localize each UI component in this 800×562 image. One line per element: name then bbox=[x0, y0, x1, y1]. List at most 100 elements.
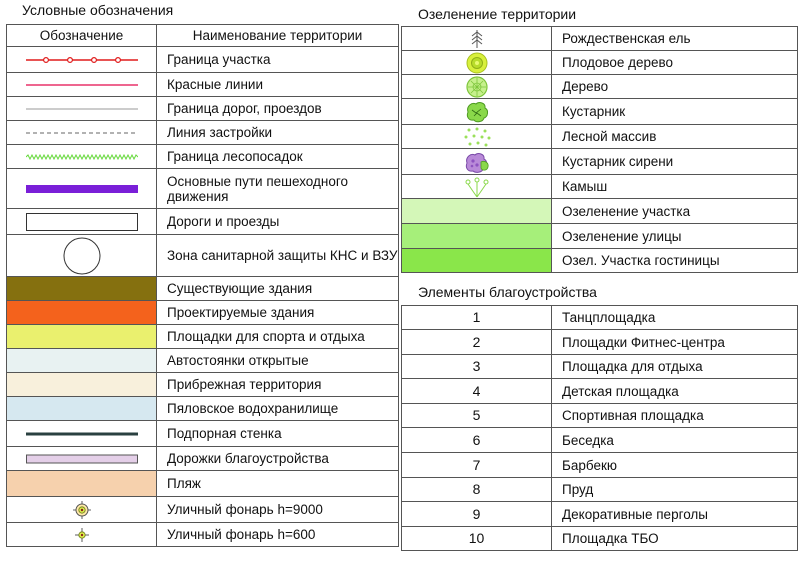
amenity-number: 4 bbox=[401, 378, 552, 404]
legend-row: Уличный фонарь h=600 bbox=[6, 522, 399, 547]
legend-header-name: Наименование территории bbox=[156, 24, 399, 47]
lilac-shrub-icon bbox=[401, 148, 552, 175]
hotel-greening-swatch bbox=[401, 248, 552, 273]
amenity-number: 2 bbox=[401, 329, 552, 355]
greening-row: Кустарник bbox=[401, 98, 798, 125]
amenity-row: 8 Пруд bbox=[401, 477, 798, 502]
dashed-line-icon bbox=[6, 120, 157, 145]
legend-row: Линия застройки bbox=[6, 120, 399, 145]
legend-label: Основные пути пешеходного движения bbox=[156, 168, 399, 209]
legend-row: Автостоянки открытые bbox=[6, 348, 399, 373]
forest-dots-icon bbox=[401, 124, 552, 149]
site-greening-swatch bbox=[401, 198, 552, 224]
amenity-row: 7 Барбекю bbox=[401, 452, 798, 478]
amenity-number: 9 bbox=[401, 501, 552, 527]
greening-label: Озеленение участка bbox=[551, 198, 798, 224]
legend-row: Прибрежная территория bbox=[6, 372, 399, 397]
legend-row: Граница дорог, проездов bbox=[6, 96, 399, 121]
amenity-row: 9 Декоративные перголы bbox=[401, 501, 798, 527]
legend-label: Зона санитарной защиты КНС и ВЗУ bbox=[156, 234, 399, 277]
legend-label: Красные линии bbox=[156, 72, 399, 97]
amenity-label: Танцплощадка bbox=[551, 305, 798, 330]
legend-label: Существующие здания bbox=[156, 276, 399, 301]
gray-thin-line-icon bbox=[6, 96, 157, 121]
legend-row: Дорожки благоустройства bbox=[6, 446, 399, 471]
legend-label: Уличный фонарь h=9000 bbox=[156, 496, 399, 523]
amenity-row: 3 Площадка для отдыха bbox=[401, 354, 798, 379]
amenity-row: 2 Площадки Фитнес-центра bbox=[401, 329, 798, 355]
legend-label: Пяловское водохранилище bbox=[156, 396, 399, 421]
legend-row: Уличный фонарь h=9000 bbox=[6, 496, 399, 523]
legend-label: Автостоянки открытые bbox=[156, 348, 399, 373]
greening-row: Дерево bbox=[401, 74, 798, 99]
beach-swatch bbox=[6, 470, 157, 497]
greening-label: Кустарник сирени bbox=[551, 148, 798, 175]
legend-row: Красные линии bbox=[6, 72, 399, 97]
legend-header-symbol: Обозначение bbox=[6, 24, 157, 47]
amenity-label: Площадка ТБО bbox=[551, 526, 798, 551]
legend-label: Дороги и проезды bbox=[156, 208, 399, 235]
amenity-number: 10 bbox=[401, 526, 552, 551]
circle-zone-icon bbox=[6, 234, 157, 277]
red-boundary-line-icon bbox=[6, 46, 157, 73]
legend-row: Зона санитарной защиты КНС и ВЗУ bbox=[6, 234, 399, 277]
amenity-label: Площадка для отдыха bbox=[551, 354, 798, 379]
street-lamp-large-icon bbox=[6, 496, 157, 523]
projected-buildings-swatch bbox=[6, 300, 157, 325]
legend-label: Пляж bbox=[156, 470, 399, 497]
amenity-row: 4 Детская площадка bbox=[401, 378, 798, 404]
amenity-row: 6 Беседка bbox=[401, 427, 798, 453]
greening-row: Озеленение участка bbox=[401, 198, 798, 224]
legend-label: Прибрежная территория bbox=[156, 372, 399, 397]
legend-row: Дороги и проезды bbox=[6, 208, 399, 235]
legend-label: Дорожки благоустройства bbox=[156, 446, 399, 471]
legend-row: Подпорная стенка bbox=[6, 420, 399, 447]
amenity-label: Детская площадка bbox=[551, 378, 798, 404]
greening-label: Озел. Участка гостиницы bbox=[551, 248, 798, 273]
legend-row: Пляж bbox=[6, 470, 399, 497]
legend-table: Обозначение Наименование территории Гран… bbox=[6, 24, 399, 547]
greening-row: Озел. Участка гостиницы bbox=[401, 248, 798, 273]
greening-label: Лесной массив bbox=[551, 124, 798, 149]
reed-icon bbox=[401, 174, 552, 199]
dark-wall-line-icon bbox=[6, 420, 157, 447]
legend-label: Линия застройки bbox=[156, 120, 399, 145]
greening-label: Дерево bbox=[551, 74, 798, 99]
amenity-label: Пруд bbox=[551, 477, 798, 502]
lilac-bar-icon bbox=[6, 446, 157, 471]
amenity-number: 1 bbox=[401, 305, 552, 330]
legend-label: Подпорная стенка bbox=[156, 420, 399, 447]
legend-label: Проектируемые здания bbox=[156, 300, 399, 325]
amenities-table: 1 Танцплощадка 2 Площадки Фитнес-центра … bbox=[401, 305, 798, 551]
amenity-row: 10 Площадка ТБО bbox=[401, 526, 798, 551]
fruit-tree-icon bbox=[401, 50, 552, 75]
legend-row: Существующие здания bbox=[6, 276, 399, 301]
legend-row: Граница лесопосадок bbox=[6, 144, 399, 169]
road-rect-icon bbox=[6, 208, 157, 235]
parking-swatch bbox=[6, 348, 157, 373]
legend-title: Условные обозначения bbox=[22, 2, 174, 18]
street-lamp-small-icon bbox=[6, 522, 157, 547]
amenity-number: 7 bbox=[401, 452, 552, 478]
legend-header-row: Обозначение Наименование территории bbox=[6, 24, 399, 47]
greening-label: Рождественская ель bbox=[551, 26, 798, 51]
legend-label: Граница участка bbox=[156, 46, 399, 73]
legend-label: Граница дорог, проездов bbox=[156, 96, 399, 121]
amenity-number: 6 bbox=[401, 427, 552, 453]
amenity-number: 3 bbox=[401, 354, 552, 379]
legend-row: Проектируемые здания bbox=[6, 300, 399, 325]
existing-buildings-swatch bbox=[6, 276, 157, 301]
greening-row: Рождественская ель bbox=[401, 26, 798, 51]
amenity-row: 5 Спортивная площадка bbox=[401, 403, 798, 428]
greening-row: Камыш bbox=[401, 174, 798, 199]
legend-label: Уличный фонарь h=600 bbox=[156, 522, 399, 547]
greening-row: Лесной массив bbox=[401, 124, 798, 149]
reservoir-swatch bbox=[6, 396, 157, 421]
amenity-row: 1 Танцплощадка bbox=[401, 305, 798, 330]
purple-bar-icon bbox=[6, 168, 157, 209]
greening-label: Камыш bbox=[551, 174, 798, 199]
amenity-label: Декоративные перголы bbox=[551, 501, 798, 527]
legend-row: Основные пути пешеходного движения bbox=[6, 168, 399, 209]
coastal-swatch bbox=[6, 372, 157, 397]
greening-row: Кустарник сирени bbox=[401, 148, 798, 175]
